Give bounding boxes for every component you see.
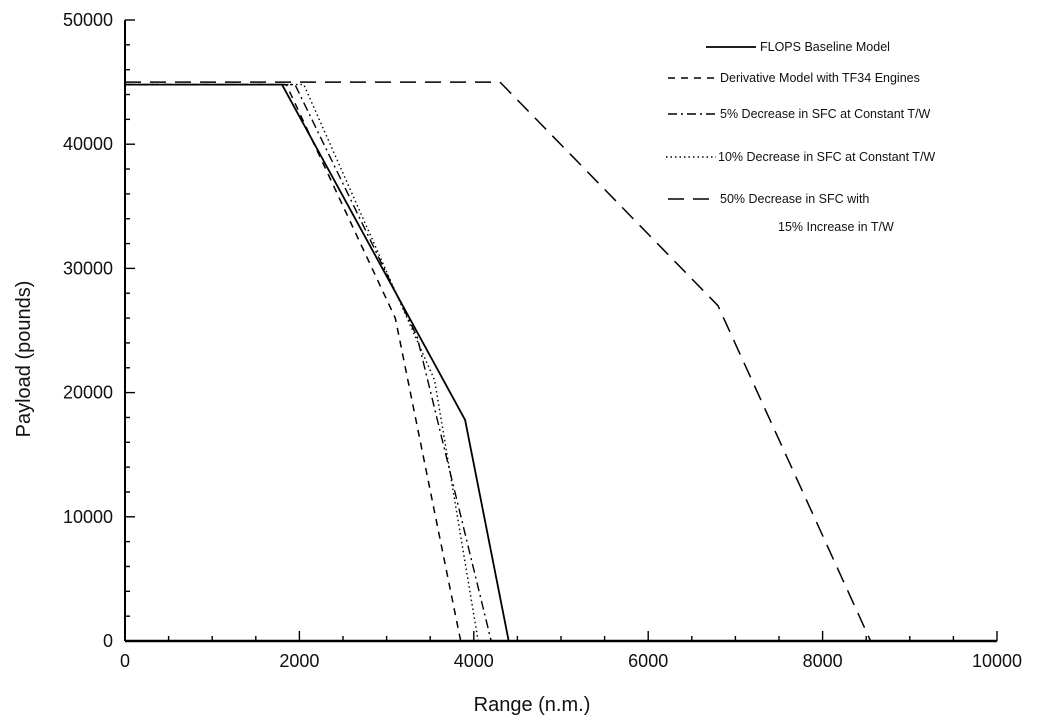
legend-label-1: FLOPS Baseline Model: [760, 40, 890, 54]
legend-label-3: 5% Decrease in SFC at Constant T/W: [720, 107, 930, 121]
legend-label-5-line2: 15% Increase in T/W: [778, 220, 894, 234]
x-tick-label: 0: [120, 651, 130, 671]
ticks: 0 10000 20000 30000 40000 50000 0 2000 4000 6000 8…: [63, 10, 1022, 671]
series-lines: [125, 81, 872, 642]
y-axis-title: Payload (pounds): [13, 281, 35, 438]
x-tick-label: 8000: [803, 651, 843, 671]
series-line-5: [125, 81, 872, 642]
y-tick-label: 40000: [63, 134, 113, 154]
y-tick-label: 10000: [63, 507, 113, 527]
x-tick-label: 4000: [454, 651, 494, 671]
y-tick-label: 20000: [63, 383, 113, 403]
x-tick-label: 2000: [279, 651, 319, 671]
y-tick-label: 50000: [63, 10, 113, 30]
legend-label-4: 10% Decrease in SFC at Constant T/W: [718, 150, 935, 164]
series-line-1: [125, 83, 510, 642]
y-tick-label: 30000: [63, 258, 113, 278]
x-tick-label: 10000: [972, 651, 1022, 671]
x-axis-title: Range (n.m.): [474, 694, 591, 716]
y-tick-label: 0: [103, 631, 113, 651]
x-tick-label: 6000: [628, 651, 668, 671]
series-line-2: [125, 83, 462, 642]
legend-label-2: Derivative Model with TF34 Engines: [720, 71, 920, 85]
series-line-3: [125, 83, 492, 642]
legend: FLOPS Baseline Model Derivative Model wit…: [666, 40, 935, 234]
series-line-4: [125, 83, 479, 642]
legend-label-5: 50% Decrease in SFC with: [720, 192, 869, 206]
